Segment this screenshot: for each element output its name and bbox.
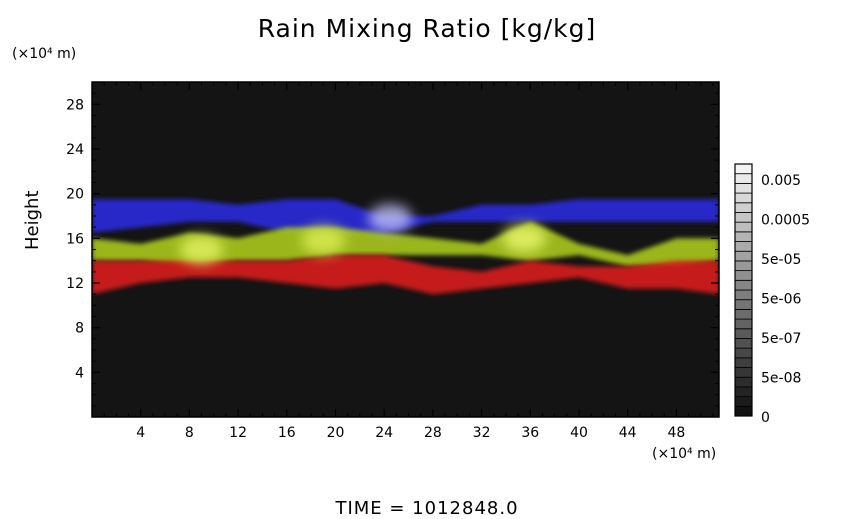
colorbar-segment bbox=[734, 357, 753, 368]
x-tick-label: 28 bbox=[424, 425, 442, 441]
x-tick-label: 4 bbox=[136, 425, 145, 441]
colorbar-segment bbox=[734, 212, 753, 223]
colorbar-label: 0 bbox=[761, 410, 770, 426]
y-tick-label: 12 bbox=[66, 276, 84, 292]
highlight-blob-0 bbox=[179, 235, 224, 264]
colorbar-segment bbox=[734, 202, 753, 213]
colorbar-segment bbox=[734, 376, 753, 388]
y-tick-label: 4 bbox=[75, 365, 84, 381]
colorbar-segment bbox=[734, 173, 753, 184]
colorbar-segment bbox=[734, 405, 753, 417]
colorbar-label: 0.0005 bbox=[761, 213, 810, 229]
colorbar-frame bbox=[734, 163, 753, 417]
colorbar-segment bbox=[734, 289, 753, 301]
colorbar-segment bbox=[734, 260, 753, 272]
y-axis-unit: (×10⁴ m) bbox=[12, 46, 77, 62]
x-tick-label: 24 bbox=[375, 425, 393, 441]
x-axis: 4 8 12 16 20 24 28 32 36 40 44 48 bbox=[103, 82, 714, 441]
x-tick-label: 8 bbox=[185, 425, 194, 441]
x-tick-label: 36 bbox=[521, 425, 539, 441]
y-tick-label: 24 bbox=[66, 142, 84, 158]
y-tick-label: 8 bbox=[75, 321, 84, 337]
colorbar-segment bbox=[734, 231, 753, 242]
x-tick-label: 48 bbox=[667, 425, 685, 441]
colorbar-segment bbox=[734, 279, 753, 291]
y-tick-label: 16 bbox=[66, 231, 84, 247]
y-tick-label: 28 bbox=[66, 97, 84, 113]
x-tick-label: 20 bbox=[327, 425, 345, 441]
colorbar-label: 0.005 bbox=[761, 173, 801, 189]
colorbar-segment bbox=[734, 163, 753, 175]
colorbar-segment bbox=[734, 318, 753, 330]
highlight-blob-1 bbox=[301, 226, 346, 255]
data-layer-1 bbox=[92, 221, 719, 267]
colorbar-label: 5e-06 bbox=[761, 292, 801, 308]
colorbar-segment bbox=[734, 328, 753, 339]
colorbar-segment bbox=[734, 182, 753, 194]
x-tick-label: 40 bbox=[570, 425, 588, 441]
colorbar: 0 5e-08 5e-07 5e-06 5e-05 0.0005 0.005 bbox=[734, 163, 810, 426]
colorbar-segment bbox=[734, 192, 753, 204]
colorbar-label: 5e-05 bbox=[761, 252, 801, 268]
colorbar-segment bbox=[734, 338, 753, 349]
x-axis-unit: (×10⁴ m) bbox=[652, 446, 717, 462]
highlight-layer bbox=[179, 204, 547, 264]
highlight-blob-3 bbox=[368, 204, 413, 233]
colorbar-segment bbox=[734, 347, 753, 359]
chart-title: Rain Mixing Ratio [kg/kg] bbox=[257, 14, 597, 43]
colorbar-segment bbox=[734, 221, 753, 233]
x-tick-label: 16 bbox=[278, 425, 296, 441]
y-tick-label: 20 bbox=[66, 187, 84, 203]
colorbar-segment bbox=[734, 270, 753, 281]
x-tick-label: 12 bbox=[229, 425, 247, 441]
x-tick-label: 32 bbox=[473, 425, 491, 441]
colorbar-segment bbox=[734, 386, 753, 398]
data-layer-2 bbox=[92, 255, 719, 295]
colorbar-segment bbox=[734, 367, 753, 378]
y-axis: 4 8 12 16 20 24 28 bbox=[66, 92, 719, 407]
colorbar-segment bbox=[734, 250, 753, 262]
x-tick-label: 44 bbox=[619, 425, 637, 441]
highlight-blob-2 bbox=[502, 224, 547, 253]
colorbar-label: 5e-07 bbox=[761, 331, 801, 347]
colorbar-label: 5e-08 bbox=[761, 371, 801, 387]
colorbar-segment bbox=[734, 308, 753, 320]
colorbar-segment bbox=[734, 241, 753, 252]
time-label: TIME = 1012848.0 bbox=[335, 498, 519, 519]
colorbar-segment bbox=[734, 396, 753, 407]
colorbar-segment bbox=[734, 299, 753, 310]
